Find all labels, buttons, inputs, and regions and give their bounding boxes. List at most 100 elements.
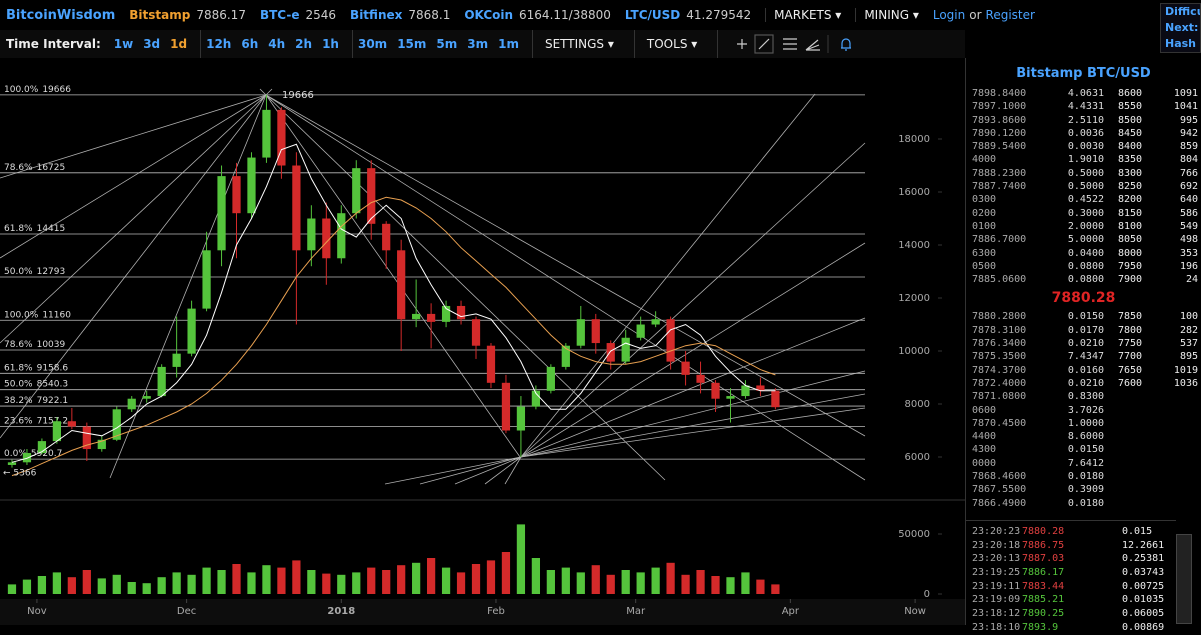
nav-menu[interactable]: MINING ▾: [855, 8, 919, 22]
candle-body: [52, 421, 61, 442]
book-cell: 1036: [1173, 377, 1198, 389]
ticker-price: 2546: [305, 8, 337, 22]
difficulty-box: Difficu Next: Hash R: [1160, 3, 1201, 53]
interval-button[interactable]: 30m: [357, 37, 388, 51]
trade-row: 23:19:11 7883.44 0.00725: [966, 580, 1176, 594]
book-cell: 7872.4000: [972, 377, 1027, 389]
ticker[interactable]: OKCoin 6164.11/38800: [464, 8, 611, 22]
book-cell: 1019: [1173, 364, 1198, 376]
brand[interactable]: BitcoinWisdom: [6, 7, 116, 23]
book-cell: 7600: [1118, 377, 1143, 389]
interval-button[interactable]: 12h: [206, 37, 232, 51]
ask-row: 7890.1200 0.0036 8450 942: [966, 127, 1201, 140]
bids: 7880.2800 0.0150 7850 100 7878.3100 0.0170 780…: [966, 310, 1201, 509]
separator: [351, 30, 353, 58]
volume-bar: [726, 577, 735, 594]
fib-percent: 38.2%: [4, 396, 33, 406]
book-cell: 5.0000: [1067, 234, 1104, 246]
fib-percent: 50.0%: [4, 379, 33, 389]
book-cell: 0.0800: [1067, 274, 1104, 286]
bid-row: 7872.4000 0.0210 7600 1036: [966, 377, 1201, 390]
volume-bar: [606, 574, 615, 594]
crosshair-tool[interactable]: [737, 39, 748, 49]
ticker[interactable]: LTC/USD 41.279542: [625, 8, 751, 22]
fib-price: 12793: [37, 266, 66, 276]
volume-bar: [157, 577, 166, 594]
book-cell: 8200: [1118, 194, 1143, 206]
interval-button[interactable]: 1w: [113, 37, 134, 51]
hline-tool[interactable]: [783, 38, 798, 50]
interval-button[interactable]: 3d: [143, 37, 161, 51]
book-cell: 7850: [1118, 311, 1143, 323]
book-cell: 4400: [972, 431, 997, 443]
book-cell: 0500: [972, 260, 997, 272]
trade-time: 23:20:23: [972, 526, 1021, 537]
candle-body: [202, 250, 211, 309]
fib-percent: 23.6%: [4, 416, 33, 426]
book-cell: 1041: [1173, 101, 1198, 113]
trade-time: 23:19:11: [972, 580, 1021, 592]
line-tool-box[interactable]: [754, 34, 774, 54]
volume-bar: [307, 570, 316, 594]
interval-button[interactable]: 6h: [241, 37, 259, 51]
trade-amount: 0.00869: [1122, 621, 1165, 633]
candle-body: [726, 396, 735, 399]
y-tick-label: 6000: [905, 452, 930, 463]
menus: MARKETS ▾ MINING ▾: [765, 8, 933, 22]
x-tick-label: Mar: [626, 606, 646, 617]
book-cell: 0.0150: [1067, 444, 1104, 456]
book-cell: 7800: [1118, 324, 1143, 336]
book-cell: 8300: [1118, 167, 1143, 179]
volume-bar: [127, 582, 136, 594]
candle-body: [531, 390, 541, 407]
book-cell: 8150: [1118, 207, 1143, 219]
volume-bar: [696, 570, 705, 594]
line-tool[interactable]: [758, 38, 770, 50]
book-cell: 7888.2300: [972, 167, 1027, 179]
volume-bar: [52, 572, 61, 594]
interval-button[interactable]: 5m: [436, 37, 458, 51]
volume-bar: [591, 565, 600, 594]
ticker[interactable]: Bitfinex 7868.1: [350, 8, 450, 22]
candle-body: [157, 366, 166, 397]
candle-body: [172, 353, 181, 367]
trade-amount: 0.01035: [1122, 594, 1165, 606]
interval-button[interactable]: 4h: [268, 37, 286, 51]
alert-tool[interactable]: [841, 38, 852, 51]
nav-menu-label: MINING: [864, 8, 910, 22]
candle-body: [666, 319, 675, 362]
trade-price: 7886.75: [1022, 539, 1065, 551]
book-cell: 2.0000: [1067, 220, 1104, 232]
interval-button[interactable]: 2h: [295, 37, 313, 51]
volume-bar: [337, 574, 346, 594]
book-cell: 8.6000: [1067, 431, 1104, 443]
register-link[interactable]: Register: [985, 8, 1035, 22]
book-cell: 8550: [1118, 101, 1143, 113]
settings-menu[interactable]: SETTINGS ▾: [544, 37, 614, 51]
candle-body: [127, 398, 136, 410]
ticker[interactable]: Bitstamp 7886.17: [129, 8, 246, 22]
book-cell: 6300: [972, 247, 997, 259]
interval-button[interactable]: 1d: [170, 37, 188, 51]
interval-button[interactable]: 15m: [397, 37, 427, 51]
last-price: 7880.28: [1051, 290, 1116, 307]
book-cell: 282: [1179, 324, 1198, 336]
book-cell: 7878.3100: [972, 324, 1027, 336]
tools-menu[interactable]: TOOLS ▾: [646, 37, 698, 51]
book-cell: 7871.0800: [972, 391, 1027, 403]
fan-tool[interactable]: [805, 39, 821, 51]
bid-row: 0000 7.6412: [966, 457, 1201, 470]
book-cell: 0.0030: [1067, 141, 1104, 153]
interval-button[interactable]: 1m: [498, 37, 519, 51]
trade-time: 23:20:13: [972, 553, 1021, 565]
interval-button[interactable]: 1h: [322, 37, 339, 51]
ticker-price: 7886.17: [196, 8, 246, 22]
volume-bar: [666, 562, 675, 594]
volume-bar: [112, 574, 121, 594]
ask-row: 0300 0.4522 8200 640: [966, 193, 1201, 206]
login-link[interactable]: Login: [932, 8, 966, 22]
interval-button[interactable]: 3m: [467, 37, 489, 51]
ticker[interactable]: BTC-e 2546: [260, 8, 336, 22]
scrollbar[interactable]: [1176, 534, 1192, 624]
nav-menu[interactable]: MARKETS ▾: [765, 8, 841, 22]
